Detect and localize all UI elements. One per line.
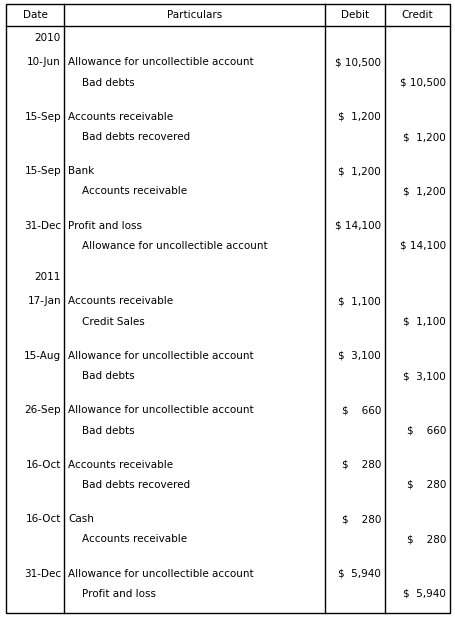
Text: $  3,100: $ 3,100 bbox=[402, 371, 445, 381]
Text: Accounts receivable: Accounts receivable bbox=[68, 460, 173, 470]
Text: Date: Date bbox=[22, 10, 47, 20]
Text: 16-Oct: 16-Oct bbox=[25, 460, 61, 470]
Text: Particulars: Particulars bbox=[167, 10, 222, 20]
Text: 15-Aug: 15-Aug bbox=[24, 351, 61, 361]
Text: Bad debts recovered: Bad debts recovered bbox=[82, 480, 190, 490]
Text: Allowance for uncollectible account: Allowance for uncollectible account bbox=[68, 57, 253, 67]
Text: Profit and loss: Profit and loss bbox=[82, 589, 156, 599]
Text: Accounts receivable: Accounts receivable bbox=[82, 534, 187, 544]
Text: $  1,200: $ 1,200 bbox=[402, 132, 445, 142]
Text: $  1,100: $ 1,100 bbox=[402, 317, 445, 326]
Text: $    660: $ 660 bbox=[406, 426, 445, 436]
Text: 15-Sep: 15-Sep bbox=[24, 167, 61, 176]
Text: Credit Sales: Credit Sales bbox=[82, 317, 144, 326]
Text: Credit: Credit bbox=[401, 10, 432, 20]
Text: 26-Sep: 26-Sep bbox=[24, 405, 61, 415]
Text: Accounts receivable: Accounts receivable bbox=[68, 112, 173, 122]
Text: $    280: $ 280 bbox=[341, 460, 380, 470]
Text: $ 10,500: $ 10,500 bbox=[334, 57, 380, 67]
Text: 2011: 2011 bbox=[35, 271, 61, 281]
Text: $    280: $ 280 bbox=[406, 534, 445, 544]
Text: Bad debts: Bad debts bbox=[82, 78, 134, 88]
Text: Bad debts: Bad debts bbox=[82, 426, 134, 436]
Text: $    280: $ 280 bbox=[341, 515, 380, 524]
Text: $  1,200: $ 1,200 bbox=[402, 186, 445, 196]
Text: $  3,100: $ 3,100 bbox=[338, 351, 380, 361]
Text: Bank: Bank bbox=[68, 167, 94, 176]
Text: $    280: $ 280 bbox=[406, 480, 445, 490]
Text: Profit and loss: Profit and loss bbox=[68, 221, 142, 231]
Text: Bad debts: Bad debts bbox=[82, 371, 134, 381]
Text: Allowance for uncollectible account: Allowance for uncollectible account bbox=[82, 241, 267, 251]
Text: 31-Dec: 31-Dec bbox=[24, 221, 61, 231]
Text: 31-Dec: 31-Dec bbox=[24, 569, 61, 579]
Text: Debit: Debit bbox=[340, 10, 368, 20]
Text: Allowance for uncollectible account: Allowance for uncollectible account bbox=[68, 351, 253, 361]
Text: $ 10,500: $ 10,500 bbox=[399, 78, 445, 88]
Text: Accounts receivable: Accounts receivable bbox=[82, 186, 187, 196]
Text: Accounts receivable: Accounts receivable bbox=[68, 296, 173, 307]
Text: $ 14,100: $ 14,100 bbox=[334, 221, 380, 231]
Text: $  1,200: $ 1,200 bbox=[338, 112, 380, 122]
Text: $  1,200: $ 1,200 bbox=[338, 167, 380, 176]
Text: $  5,940: $ 5,940 bbox=[402, 589, 445, 599]
Text: Allowance for uncollectible account: Allowance for uncollectible account bbox=[68, 405, 253, 415]
Text: 2010: 2010 bbox=[35, 33, 61, 43]
Text: Bad debts recovered: Bad debts recovered bbox=[82, 132, 190, 142]
Text: Allowance for uncollectible account: Allowance for uncollectible account bbox=[68, 569, 253, 579]
Text: $  1,100: $ 1,100 bbox=[338, 296, 380, 307]
Text: 17-Jan: 17-Jan bbox=[27, 296, 61, 307]
Text: 16-Oct: 16-Oct bbox=[25, 515, 61, 524]
Text: Cash: Cash bbox=[68, 515, 94, 524]
Text: $  5,940: $ 5,940 bbox=[338, 569, 380, 579]
Text: $ 14,100: $ 14,100 bbox=[399, 241, 445, 251]
Text: 10-Jun: 10-Jun bbox=[27, 57, 61, 67]
Text: 15-Sep: 15-Sep bbox=[24, 112, 61, 122]
Text: $    660: $ 660 bbox=[341, 405, 380, 415]
